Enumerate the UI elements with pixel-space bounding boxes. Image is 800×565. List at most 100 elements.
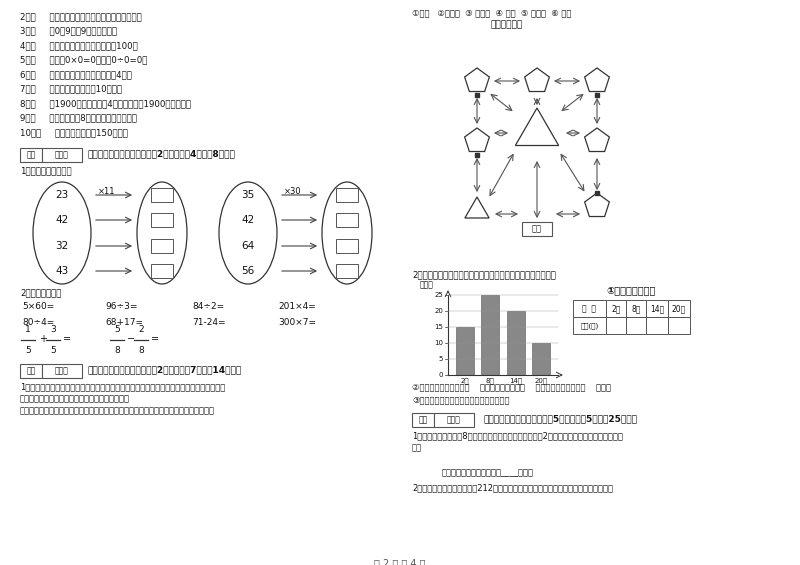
Text: 2．（     ）长方形的周长就是它四条边长度的和。: 2．（ ）长方形的周长就是它四条边长度的和。: [20, 12, 142, 21]
Bar: [151, 239, 173, 253]
Text: 5: 5: [50, 346, 56, 355]
Text: ①根据统计图填表: ①根据统计图填表: [607, 285, 656, 295]
Polygon shape: [585, 128, 610, 151]
Bar: [412, 413, 434, 427]
Text: 300×7=: 300×7=: [278, 318, 316, 327]
Text: ×30: ×30: [284, 186, 302, 195]
Text: 64: 64: [242, 241, 254, 251]
Text: 32: 32: [55, 241, 69, 251]
Text: 15: 15: [434, 324, 443, 330]
Ellipse shape: [219, 182, 277, 284]
Text: 2．用一根铁丝绕一个边长为212里米的正方形框架，正好用完，这根铁丝长多少里米？: 2．用一根铁丝绕一个边长为212里米的正方形框架，正好用完，这根铁丝长多少里米？: [412, 483, 613, 492]
Text: 8．（     ）1900年的年份数是4的倍数，所以1900年是闰年。: 8．（ ）1900年的年份数是4的倍数，所以1900年是闰年。: [20, 99, 191, 108]
Text: 5: 5: [114, 325, 120, 334]
Polygon shape: [515, 108, 558, 146]
Text: +: +: [39, 334, 47, 344]
Text: 得分: 得分: [26, 367, 36, 376]
Ellipse shape: [322, 182, 372, 284]
Text: 201×4=: 201×4=: [278, 302, 316, 311]
Bar: [668, 300, 690, 317]
Text: 3．（     ）0．9里有9个十分之一。: 3．（ ）0．9里有9个十分之一。: [20, 27, 117, 36]
Text: 0: 0: [438, 372, 443, 378]
Bar: [533, 343, 550, 375]
Text: 五、认真思考，综合能力（共2小题，每题7分，共14分）。: 五、认真思考，综合能力（共2小题，每题7分，共14分）。: [88, 365, 242, 374]
Text: 68+17=: 68+17=: [105, 318, 143, 327]
Text: （度）: （度）: [420, 280, 434, 289]
Bar: [573, 317, 606, 334]
Text: 答：另一个正方形的周长是____分米。: 答：另一个正方形的周长是____分米。: [442, 468, 534, 477]
Text: ①獅山   ②熊猫馆  ③ 飞禽馆  ④ 猴园  ⑤ 大象馆  ⑥ 鱼馆: ①獅山 ②熊猫馆 ③ 飞禽馆 ④ 猴园 ⑤ 大象馆 ⑥ 鱼馆: [412, 8, 571, 17]
Text: 评卷人: 评卷人: [55, 367, 69, 376]
Text: 8时: 8时: [486, 377, 494, 384]
Text: 得分: 得分: [418, 415, 428, 424]
Text: 馆和鱼馆的场地分别在动物园的东北角和西北角。: 馆和鱼馆的场地分别在动物园的东北角和西北角。: [20, 394, 130, 403]
Bar: [151, 188, 173, 202]
Text: 43: 43: [55, 266, 69, 276]
Bar: [522, 222, 552, 236]
Text: 8: 8: [114, 346, 120, 355]
Bar: [42, 148, 82, 162]
Text: 42: 42: [55, 215, 69, 225]
Text: 2．下面是气温自测仪上记录的某天四个不同时间的气温情况：: 2．下面是气温自测仪上记录的某天四个不同时间的气温情况：: [412, 270, 556, 279]
Text: 5: 5: [438, 356, 443, 362]
Text: 5×60=: 5×60=: [22, 302, 54, 311]
Text: 动物园导游图: 动物园导游图: [491, 20, 523, 29]
Text: 3: 3: [50, 325, 56, 334]
Bar: [20, 148, 42, 162]
Bar: [606, 317, 626, 334]
Text: 大门: 大门: [532, 224, 542, 233]
Bar: [626, 317, 646, 334]
Bar: [668, 317, 690, 334]
Bar: [482, 295, 499, 375]
Bar: [336, 264, 358, 278]
Text: ②这一天的最高气温是（    ）度，最低气温是（    ）度，平均气温大约（    ）度。: ②这一天的最高气温是（ ）度，最低气温是（ ）度，平均气温大约（ ）度。: [412, 383, 611, 392]
Polygon shape: [465, 128, 490, 151]
Polygon shape: [465, 68, 490, 92]
Bar: [336, 239, 358, 253]
Polygon shape: [585, 193, 610, 216]
Text: −: −: [127, 334, 135, 344]
Text: 4．（     ）两个面积单位之间的进率是100。: 4．（ ）两个面积单位之间的进率是100。: [20, 41, 138, 50]
Text: 1．一个正方形边长是8分米，另一个正方形的边长是它的2倍，另一个正方形的周长是多少分: 1．一个正方形边长是8分米，另一个正方形的边长是它的2倍，另一个正方形的周长是多…: [412, 431, 623, 440]
Text: 5: 5: [25, 346, 31, 355]
Text: 20: 20: [434, 308, 443, 314]
Text: 2时: 2时: [611, 304, 621, 313]
Text: 评卷人: 评卷人: [55, 150, 69, 159]
Text: 气温(度): 气温(度): [580, 322, 598, 329]
Text: 14时: 14时: [510, 377, 522, 384]
Bar: [434, 413, 474, 427]
Text: 20时: 20时: [672, 304, 686, 313]
Text: 根据小强的描述，请你把这些动物馆所在的位置，在动物园的导游图上用序号表示出来。: 根据小强的描述，请你把这些动物馆所在的位置，在动物园的导游图上用序号表示出来。: [20, 406, 215, 415]
Text: 20时: 20时: [535, 377, 548, 384]
Text: 2．直接写得数。: 2．直接写得数。: [20, 288, 62, 297]
Text: =: =: [151, 334, 159, 344]
Text: 8: 8: [138, 346, 144, 355]
Text: 9．（     ）一个两位乘8，积一定也是两为数。: 9．（ ）一个两位乘8，积一定也是两为数。: [20, 114, 137, 123]
Text: 10．（     ）一本故事书约重150千克。: 10．（ ）一本故事书约重150千克。: [20, 128, 128, 137]
Text: 7．（     ）小明家客厅面积是10公顷。: 7．（ ）小明家客厅面积是10公顷。: [20, 85, 122, 93]
Text: 6．（     ）正方形的周长是它的边长的4倍。: 6．（ ）正方形的周长是它的边长的4倍。: [20, 70, 132, 79]
Text: 56: 56: [242, 266, 254, 276]
Polygon shape: [465, 197, 489, 218]
Text: 1: 1: [25, 325, 31, 334]
Bar: [151, 213, 173, 227]
Text: 1．算一算，填一填。: 1．算一算，填一填。: [20, 166, 72, 175]
Bar: [507, 311, 525, 375]
Text: ×11: ×11: [98, 186, 116, 195]
Text: 六、活用知识，解决问题（共5小题，每题5分，共25分）。: 六、活用知识，解决问题（共5小题，每题5分，共25分）。: [484, 414, 638, 423]
Ellipse shape: [33, 182, 91, 284]
Bar: [20, 364, 42, 378]
Text: ③实际算一算，这天的平均气温是多少度？: ③实际算一算，这天的平均气温是多少度？: [412, 395, 510, 404]
Bar: [336, 188, 358, 202]
Text: 2: 2: [138, 325, 144, 334]
Text: 84÷2=: 84÷2=: [192, 302, 224, 311]
Text: 23: 23: [55, 190, 69, 200]
Polygon shape: [585, 68, 610, 92]
Text: 42: 42: [242, 215, 254, 225]
Text: 96÷3=: 96÷3=: [105, 302, 138, 311]
Bar: [646, 317, 668, 334]
Text: 14时: 14时: [650, 304, 664, 313]
Bar: [626, 300, 646, 317]
Text: 1．走进动物园大门，正北面是獅子山和熊猫馆。獅子山的东侧是飞禽馆，西侧是猴园。大象: 1．走进动物园大门，正北面是獅子山和熊猫馆。獅子山的东侧是飞禽馆，西侧是猴园。大…: [20, 382, 226, 391]
Text: 第 2 页 共 4 页: 第 2 页 共 4 页: [374, 558, 426, 565]
